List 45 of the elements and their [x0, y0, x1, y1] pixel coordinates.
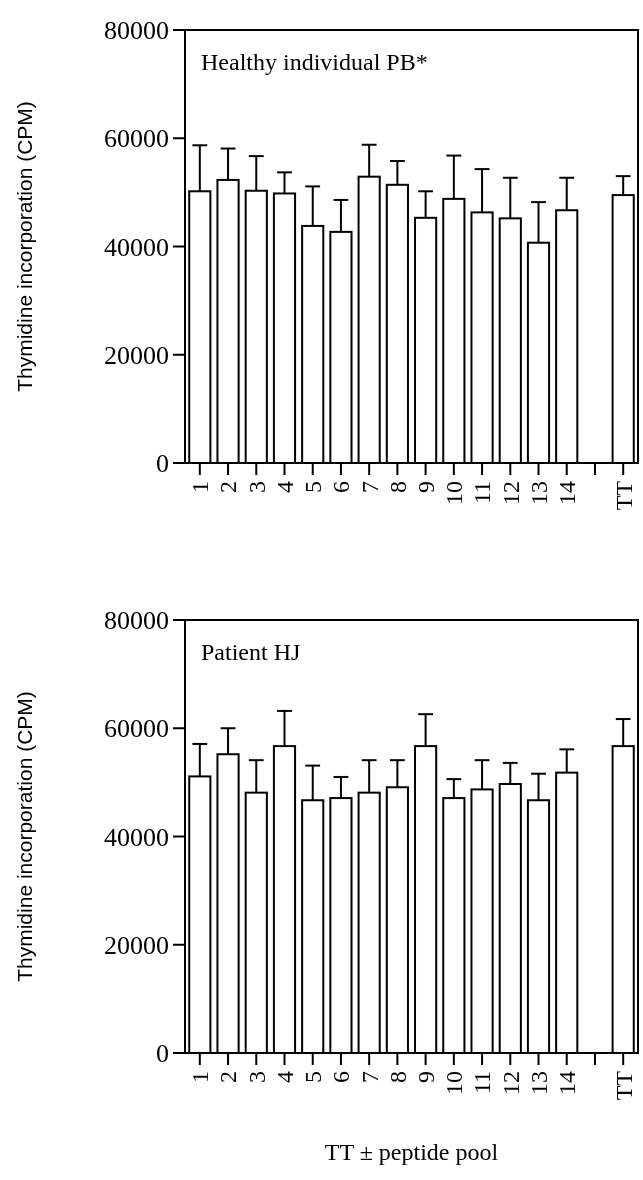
x-axis-title: TT ± peptide pool: [324, 1139, 499, 1165]
x-tick-label: 10: [441, 1071, 468, 1095]
x-tick-label: TT: [610, 1070, 637, 1101]
x-tick-label: 12: [497, 481, 524, 505]
x-tick-label: 1: [187, 481, 214, 493]
x-tick-label: 2: [215, 481, 242, 493]
y-tick-label: 20000: [104, 930, 169, 960]
y-tick-label: 60000: [104, 124, 169, 154]
x-tick-label: 14: [554, 1071, 581, 1095]
x-tick-label: 10: [441, 481, 468, 505]
x-tick-label: TT: [610, 480, 637, 511]
y-tick-label: 60000: [104, 714, 169, 744]
x-tick-label: 4: [271, 481, 298, 493]
x-tick-label: 12: [497, 1071, 524, 1095]
x-tick-label: 7: [356, 481, 383, 493]
x-tick-label: 2: [215, 1071, 242, 1083]
y-axis-title: Thymidine incorporation (CPM): [13, 691, 36, 982]
x-tick-label: 9: [413, 481, 440, 493]
x-tick-label: 1: [187, 1071, 214, 1083]
y-tick-label: 40000: [104, 822, 169, 852]
x-tick-label: 6: [328, 1071, 355, 1083]
y-tick-label: 0: [156, 1039, 169, 1069]
x-tick-label: 11: [469, 481, 496, 505]
x-tick-label: 9: [413, 1071, 440, 1083]
y-tick-label: 80000: [104, 606, 169, 636]
y-axis-title: Thymidine incorporation (CPM): [13, 101, 36, 392]
x-tick-label: 8: [384, 481, 411, 493]
x-tick-label: 11: [469, 1071, 496, 1095]
x-tick-label: 14: [554, 481, 581, 505]
y-tick-label: 80000: [104, 16, 169, 46]
x-tick-label: 4: [271, 1071, 298, 1083]
x-tick-label: 8: [384, 1071, 411, 1083]
y-tick-label: 20000: [104, 340, 169, 370]
x-tick-label: 3: [243, 1071, 270, 1083]
x-tick-label: 5: [300, 1071, 327, 1083]
x-tick-label: 5: [300, 481, 327, 493]
text: Patient HJ: [201, 639, 301, 665]
x-tick-label: 7: [356, 1071, 383, 1083]
text: Healthy individual PB*: [201, 49, 428, 75]
y-tick-label: 0: [156, 449, 169, 479]
x-tick-label: 6: [328, 481, 355, 493]
x-tick-label: 3: [243, 481, 270, 493]
x-tick-label: 13: [525, 1071, 552, 1095]
y-tick-label: 40000: [104, 232, 169, 262]
x-tick-label: 13: [525, 481, 552, 505]
